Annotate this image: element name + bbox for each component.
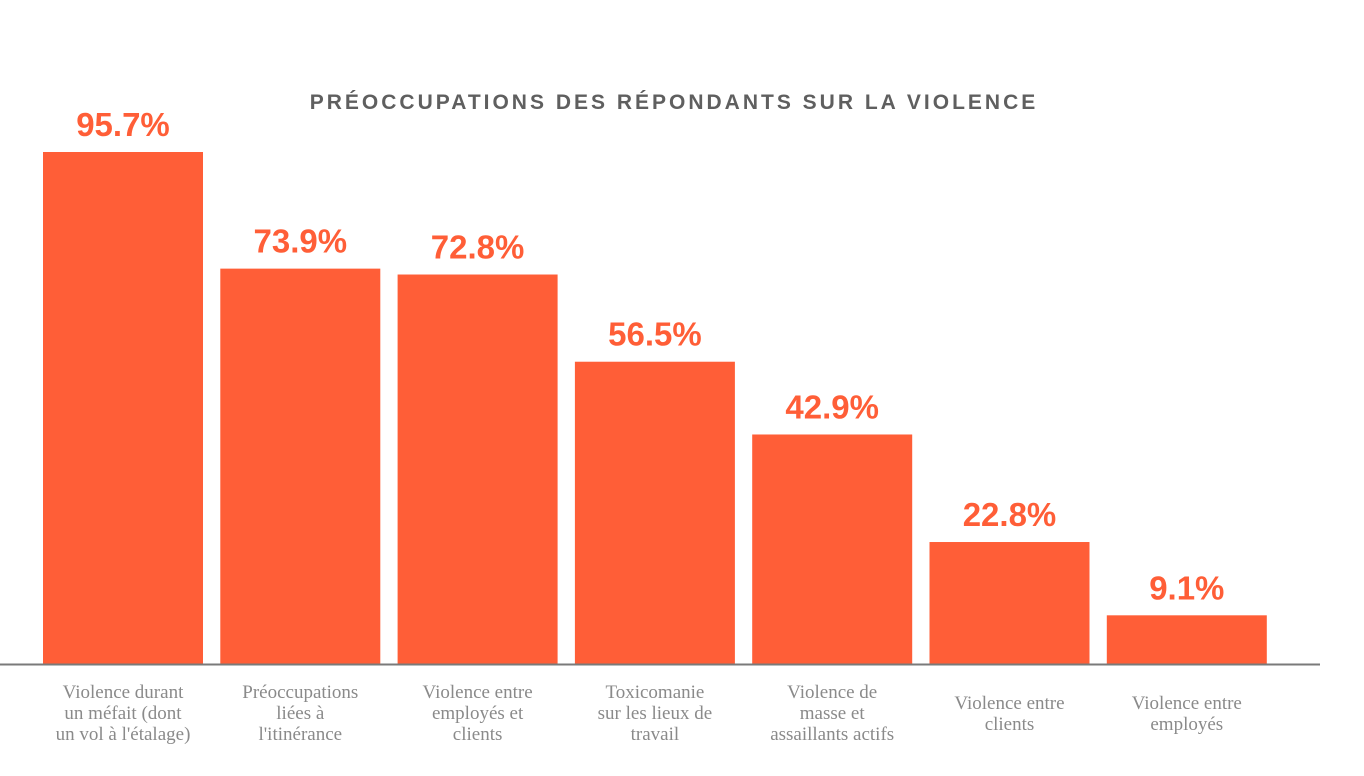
value-labels-group: 95.7% 73.9% 72.8% 56.5% 42.9% 22.8% 9.1% [76, 106, 1224, 606]
bar-3 [397, 274, 558, 664]
category-label-line: assaillants actifs [770, 724, 894, 745]
category-label-3: Violence entre employés et clients [423, 682, 533, 745]
category-label-line: Violence entre [954, 693, 1064, 714]
category-label-line: Violence de [787, 682, 877, 703]
bar-2 [220, 268, 381, 664]
value-label-6: 22.8% [963, 496, 1057, 533]
category-labels-group: Violence durant un méfait (dont un vol à l… [56, 682, 1242, 745]
category-label-line: clients [985, 714, 1035, 735]
category-label-line: un vol à l'étalage) [56, 724, 191, 745]
bar-7 [1106, 615, 1267, 664]
category-label-line: clients [453, 724, 503, 745]
category-label-line: sur les lieux de [598, 703, 713, 724]
category-label-1: Violence durant un méfait (dont un vol à l… [56, 682, 191, 745]
bar-4 [574, 361, 735, 664]
category-label-line: Toxicomanie [605, 682, 704, 703]
value-label-5: 42.9% [785, 388, 879, 425]
value-label-1: 95.7% [76, 106, 170, 143]
category-label-line: Violence entre [423, 682, 533, 703]
category-label-line: masse et [800, 703, 866, 724]
category-label-2: Préoccupations liées à l'itinérance [242, 682, 358, 745]
value-label-3: 72.8% [431, 229, 525, 266]
bar-1 [43, 152, 203, 664]
bars-group [43, 152, 1267, 664]
chart-title: PRÉOCCUPATIONS DES RÉPONDANTS SUR LA VIO… [310, 91, 1039, 114]
value-label-7: 9.1% [1149, 569, 1224, 606]
category-label-line: travail [631, 724, 680, 745]
category-label-4: Toxicomanie sur les lieux de travail [598, 682, 713, 745]
bar-6 [929, 542, 1090, 664]
category-label-line: employés et [432, 703, 524, 724]
category-label-line: l'itinérance [258, 724, 342, 745]
category-label-line: Préoccupations [242, 682, 358, 703]
category-label-5: Violence de masse et assaillants actifs [770, 682, 894, 745]
category-label-line: employés [1150, 714, 1223, 735]
category-label-line: Violence entre [1132, 693, 1242, 714]
category-label-line: liées à [276, 703, 325, 724]
category-label-7: Violence entre employés [1132, 693, 1242, 735]
value-label-2: 73.9% [254, 223, 348, 260]
category-label-6: Violence entre clients [954, 693, 1064, 735]
category-label-line: un méfait (dont [64, 703, 182, 724]
value-label-4: 56.5% [608, 316, 702, 353]
bar-5 [752, 434, 913, 664]
category-label-line: Violence durant [63, 682, 184, 703]
